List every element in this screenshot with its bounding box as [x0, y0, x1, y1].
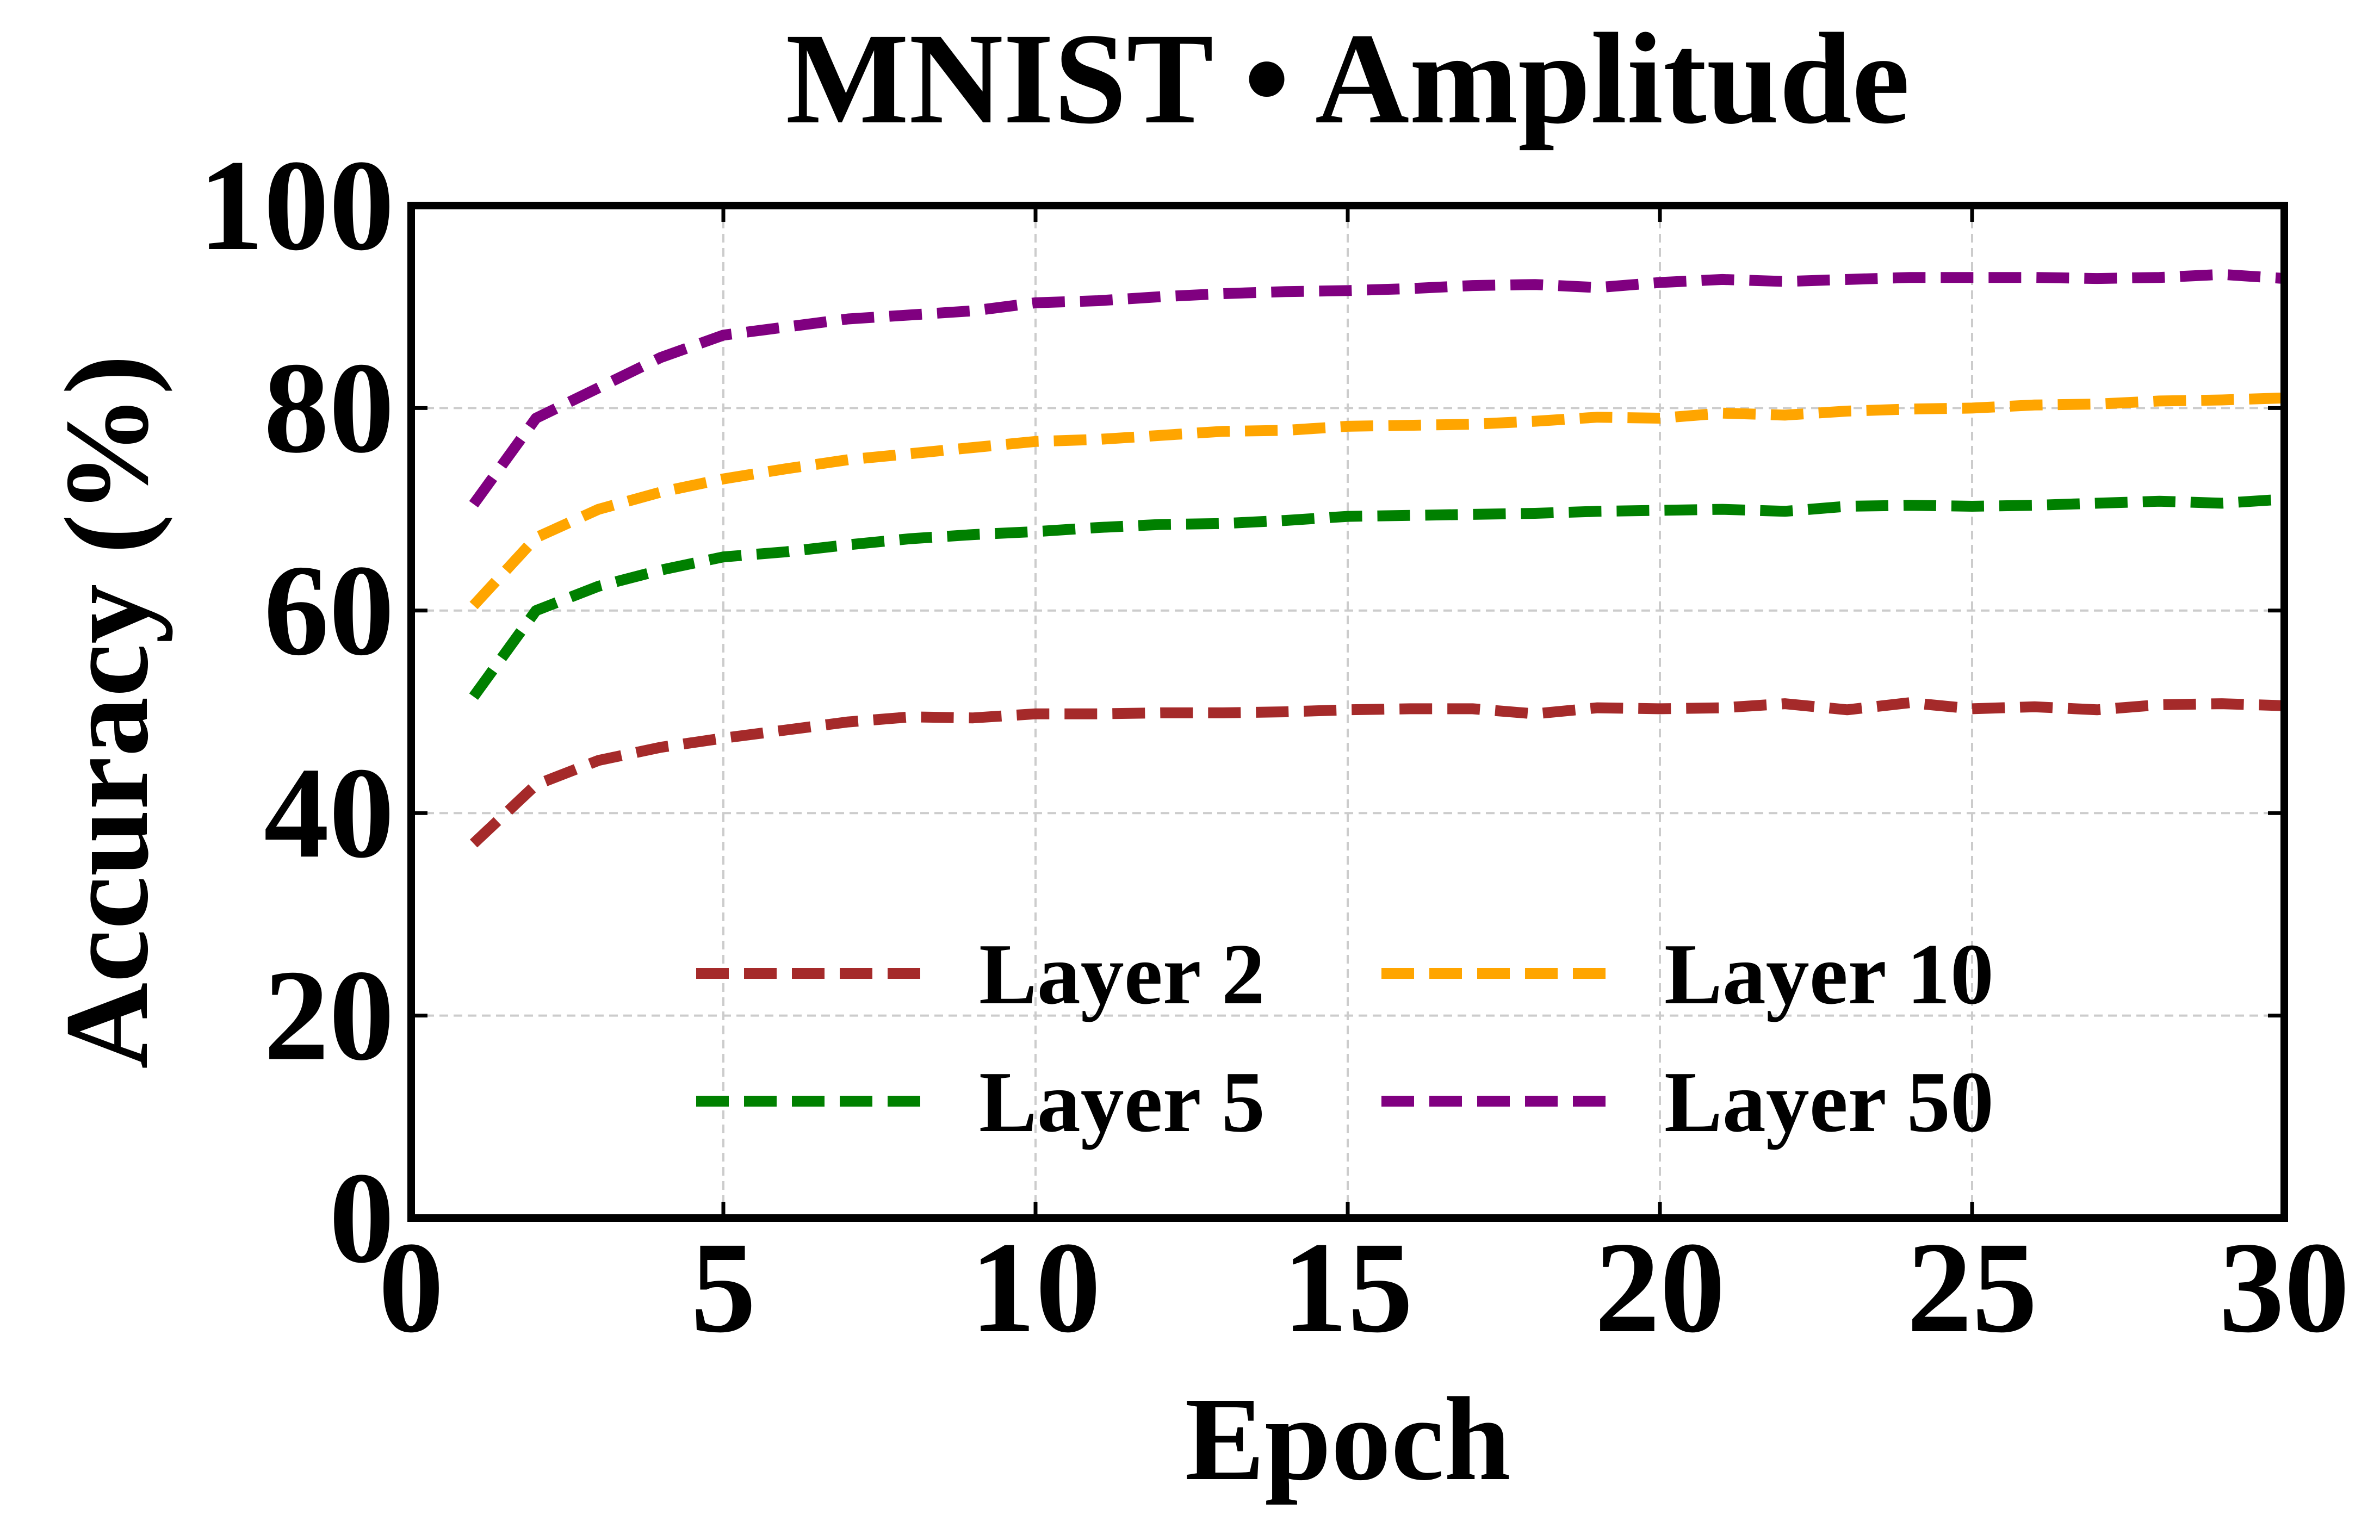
y-axis-label: Accuracy (%) — [40, 355, 173, 1069]
y-tick-label: 80 — [264, 335, 394, 480]
series-line-layer-10 — [469, 392, 2285, 610]
series-line-layer-5 — [469, 494, 2285, 700]
x-tick-label: 5 — [691, 1215, 756, 1359]
x-axis-label: Epoch — [1185, 1373, 1510, 1505]
x-tick-label: 15 — [1282, 1215, 1413, 1359]
x-tick-label: 0 — [379, 1215, 444, 1359]
series-lines — [469, 269, 2285, 848]
grid — [411, 206, 2284, 1218]
legend-label-layer-10: Layer 10 — [1664, 926, 1994, 1022]
y-tick-label: 0 — [329, 1145, 394, 1290]
chart-title: MNIST • Amplitude — [786, 6, 1910, 151]
y-tick-labels: 0 20 40 60 80 100 — [199, 133, 394, 1290]
y-tick-label: 40 — [264, 740, 394, 885]
axis-ticks — [409, 203, 2286, 1220]
y-tick-label: 100 — [199, 133, 394, 277]
y-tick-label: 60 — [264, 538, 394, 682]
x-tick-label: 20 — [1595, 1215, 1725, 1359]
x-tick-label: 30 — [2219, 1215, 2350, 1359]
legend: Layer 2 Layer 5 Layer 10 Layer 50 — [696, 926, 1994, 1150]
x-tick-label: 10 — [970, 1215, 1101, 1359]
legend-label-layer-2: Layer 2 — [979, 926, 1265, 1022]
legend-label-layer-50: Layer 50 — [1664, 1053, 1994, 1150]
x-tick-labels: 0 5 10 15 20 25 30 — [379, 1215, 2350, 1359]
series-line-layer-2 — [469, 697, 2285, 848]
y-tick-label: 20 — [264, 943, 394, 1088]
series-line-layer-50 — [469, 269, 2285, 508]
legend-label-layer-5: Layer 5 — [979, 1053, 1265, 1150]
x-tick-label: 25 — [1907, 1215, 2037, 1359]
